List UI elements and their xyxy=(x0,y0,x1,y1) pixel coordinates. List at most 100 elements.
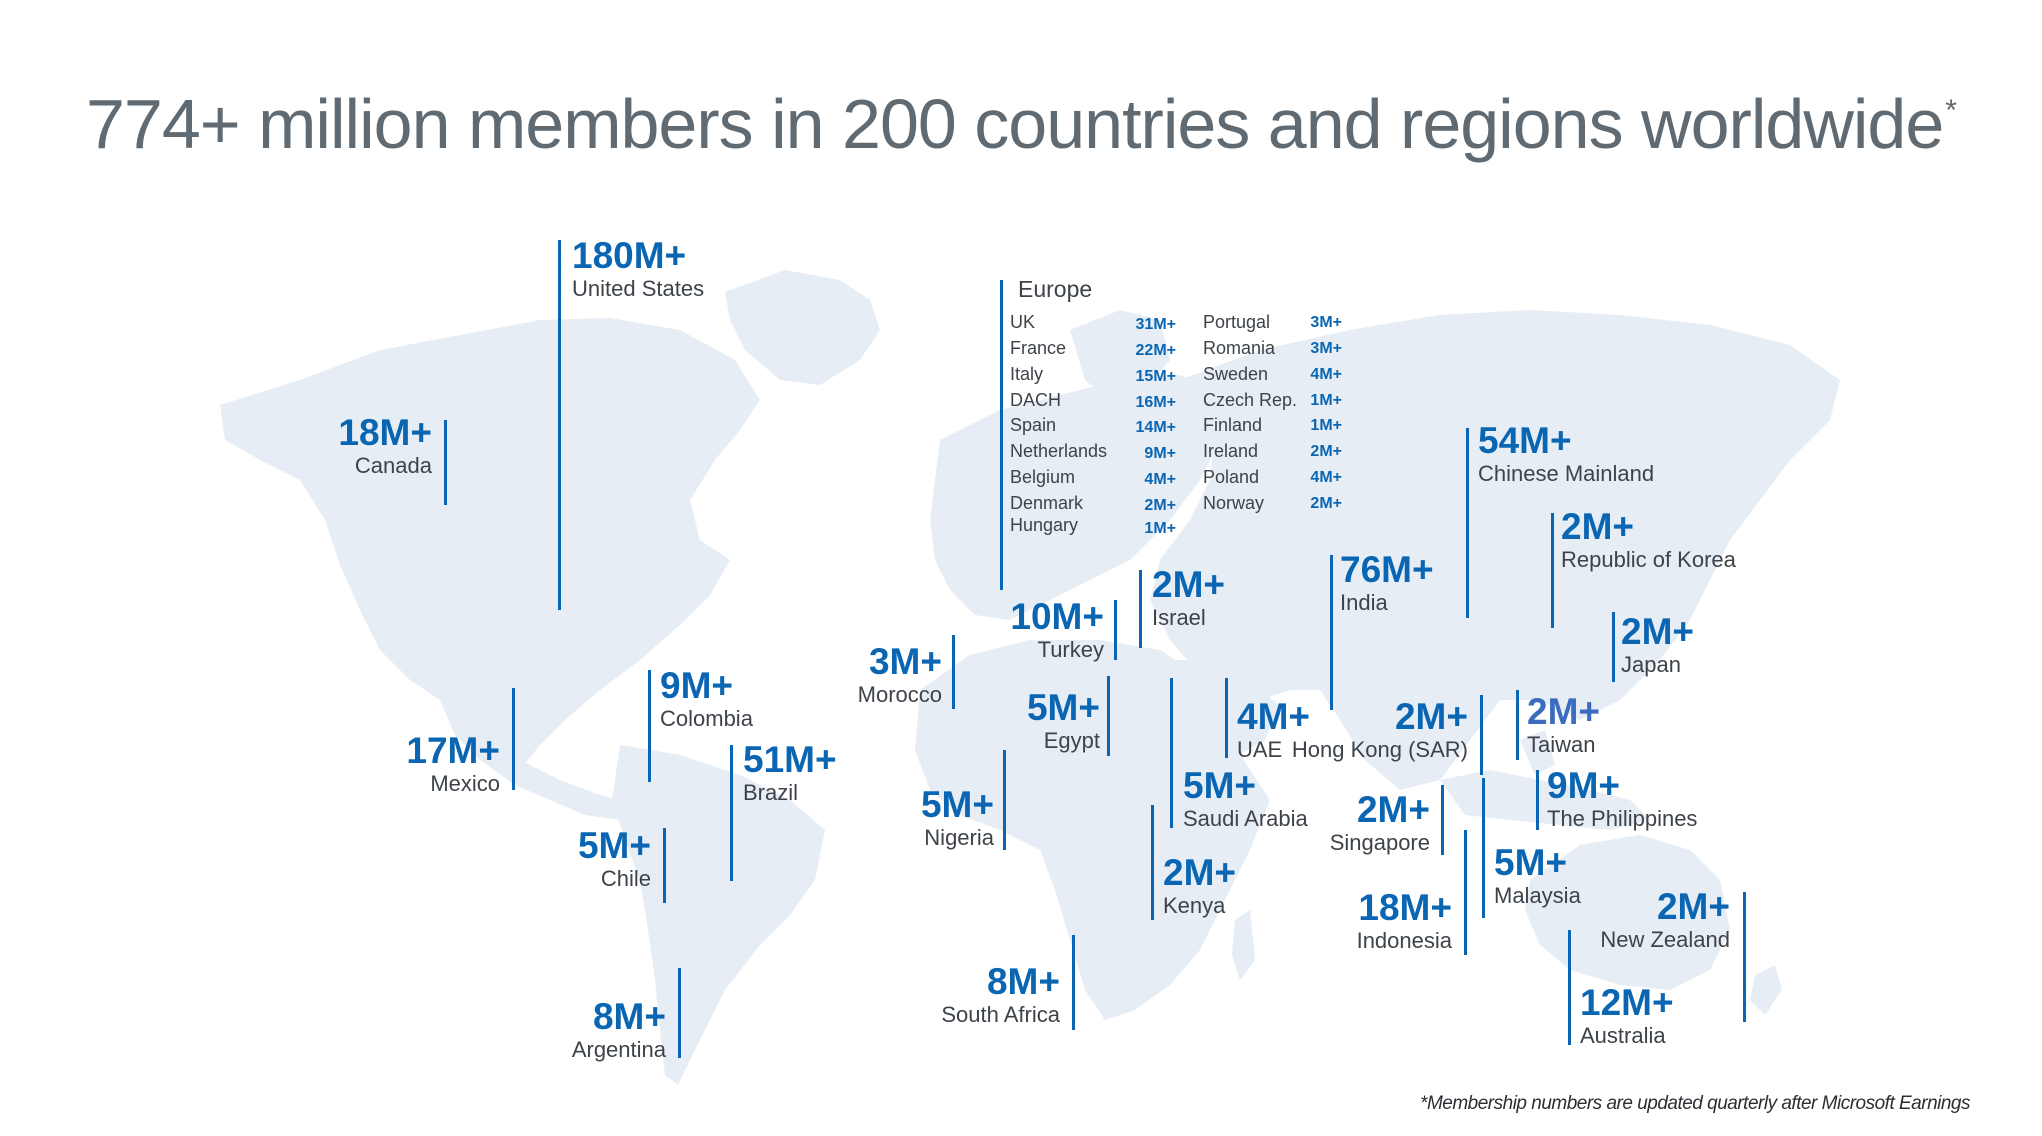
callout-singapore: 2M+ Singapore xyxy=(1330,790,1430,856)
landmass-se-asia-islands xyxy=(1440,770,1650,830)
value: 2M+ xyxy=(1621,611,1695,652)
callout-philippines: 9M+ The Philippines xyxy=(1547,766,1697,832)
country-name: Nigeria xyxy=(924,825,994,850)
callout-indonesia: 18M+ Indonesia xyxy=(1357,888,1452,954)
callout-argentina: 8M+ Argentina xyxy=(572,997,666,1063)
value: 8M+ xyxy=(986,961,1060,1002)
europe-left-value: 31M+ xyxy=(1135,316,1176,333)
europe-left-country: Spain xyxy=(1010,415,1057,435)
philippines-leader-line xyxy=(1536,770,1539,830)
europe-left-value: 22M+ xyxy=(1135,342,1176,359)
title-text: 774+ million members in 200 countries an… xyxy=(86,85,1944,163)
callout-morocco: 3M+ Morocco xyxy=(858,642,942,708)
value: 3M+ xyxy=(868,641,942,682)
landmass-arabia xyxy=(1150,660,1280,760)
malaysia-leader-line xyxy=(1482,778,1485,918)
landmass-madagascar xyxy=(1232,910,1255,980)
callout-hong-kong: 2M+ Hong Kong (SAR) xyxy=(1292,697,1468,763)
callout-south-africa: 8M+ South Africa xyxy=(941,962,1060,1028)
europe-left-country: Denmark xyxy=(1010,493,1084,513)
callout-australia: 12M+ Australia xyxy=(1580,983,1674,1049)
country-name: Australia xyxy=(1580,1023,1666,1048)
europe-left-value: 2M+ xyxy=(1144,497,1176,514)
saudi-arabia-leader-line xyxy=(1170,678,1173,828)
value: 5M+ xyxy=(1183,765,1257,806)
chinese-mainland-leader-line xyxy=(1466,428,1469,618)
callout-chile: 5M+ Chile xyxy=(578,826,651,892)
value: 18M+ xyxy=(1358,887,1452,928)
country-name: Japan xyxy=(1621,652,1681,677)
value: 51M+ xyxy=(743,739,837,780)
page-title: 774+ million members in 200 countries an… xyxy=(86,84,1957,164)
callout-mexico: 17M+ Mexico xyxy=(406,731,500,797)
israel-leader-line xyxy=(1139,570,1142,648)
value: 5M+ xyxy=(1026,687,1100,728)
europe-left-value: 14M+ xyxy=(1135,419,1176,436)
value: 2M+ xyxy=(1527,691,1601,732)
callout-united-states: 180M+ United States xyxy=(572,236,704,302)
landmass-greenland xyxy=(725,270,880,385)
value: 12M+ xyxy=(1580,982,1674,1023)
callout-canada: 18M+ Canada xyxy=(338,413,432,479)
value: 2M+ xyxy=(1152,564,1226,605)
hong-kong-leader-line xyxy=(1480,695,1483,775)
europe-right-value: 1M+ xyxy=(1310,392,1342,409)
country-name: Taiwan xyxy=(1527,732,1596,757)
country-name: Argentina xyxy=(571,1037,666,1062)
country-name: Malaysia xyxy=(1494,883,1581,908)
south-africa-leader-line xyxy=(1072,935,1075,1030)
country-name: India xyxy=(1340,590,1388,615)
country-name: Indonesia xyxy=(1356,928,1452,953)
callout-nigeria: 5M+ Nigeria xyxy=(921,785,994,851)
europe-left-country: Hungary xyxy=(1010,515,1079,535)
value: 17M+ xyxy=(406,730,500,771)
europe-right-value: 4M+ xyxy=(1310,366,1342,383)
callout-korea: 2M+ Republic of Korea xyxy=(1561,507,1736,573)
europe-left-country: Netherlands xyxy=(1010,441,1108,461)
europe-left-value: 16M+ xyxy=(1135,394,1176,411)
morocco-leader-line xyxy=(952,635,955,709)
callout-uae: 4M+ UAE xyxy=(1237,697,1310,763)
nigeria-leader-line xyxy=(1003,750,1006,850)
value: 2M+ xyxy=(1163,852,1237,893)
europe-right-country: Czech Rep. xyxy=(1203,390,1298,410)
value: 9M+ xyxy=(660,665,734,706)
callout-new-zealand: 2M+ New Zealand xyxy=(1600,887,1730,953)
value: 2M+ xyxy=(1656,886,1730,927)
united-states-leader-line xyxy=(558,240,561,610)
landmass-africa xyxy=(915,640,1270,1020)
callout-taiwan: 2M+ Taiwan xyxy=(1527,692,1600,758)
country-name: Hong Kong (SAR) xyxy=(1291,737,1468,762)
landmass-australia xyxy=(1525,835,1730,990)
europe-right-country: Romania xyxy=(1203,338,1276,358)
europe-left-country: France xyxy=(1010,338,1067,358)
india-leader-line xyxy=(1330,555,1333,710)
country-name: Brazil xyxy=(743,780,799,805)
europe-right-value: 4M+ xyxy=(1310,469,1342,486)
value: 5M+ xyxy=(920,784,994,825)
callout-chinese-mainland: 54M+ Chinese Mainland xyxy=(1478,421,1654,487)
callout-colombia: 9M+ Colombia xyxy=(660,666,753,732)
europe-right-country: Ireland xyxy=(1203,441,1259,461)
europe-left-value: 15M+ xyxy=(1135,368,1176,385)
landmass-europe xyxy=(930,375,1230,620)
country-name: Colombia xyxy=(660,706,753,731)
new-zealand-leader-line xyxy=(1743,892,1746,1022)
country-name: Saudi Arabia xyxy=(1183,806,1308,831)
europe-left-country: Belgium xyxy=(1010,467,1076,487)
value: 10M+ xyxy=(1010,596,1104,637)
callout-brazil: 51M+ Brazil xyxy=(743,740,837,806)
country-name: New Zealand xyxy=(1600,927,1730,952)
europe-right-value: 2M+ xyxy=(1310,443,1342,460)
country-name: South Africa xyxy=(941,1002,1060,1027)
europe-heading: Europe xyxy=(1018,276,1093,302)
canada-leader-line xyxy=(444,420,447,505)
country-name: Kenya xyxy=(1163,893,1226,918)
colombia-leader-line xyxy=(648,670,651,782)
landmass-uk xyxy=(945,455,985,520)
europe-right-country: Finland xyxy=(1203,415,1263,435)
egypt-leader-line xyxy=(1107,676,1110,756)
brazil-leader-line xyxy=(730,745,733,881)
country-name: Singapore xyxy=(1329,830,1430,855)
landmass-new-zealand xyxy=(1750,965,1782,1015)
